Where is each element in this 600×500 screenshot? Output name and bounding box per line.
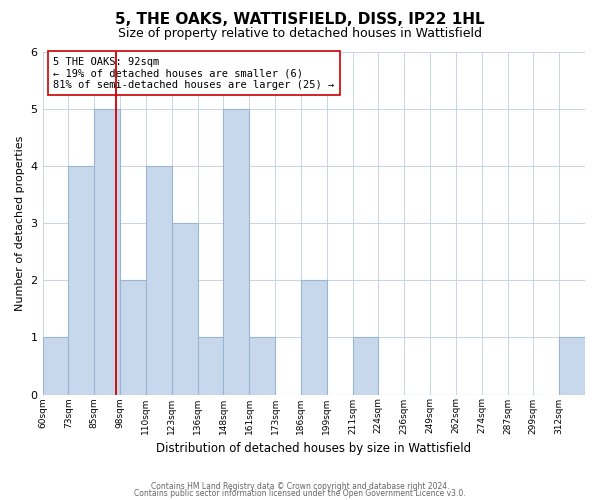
- Bar: [94, 108, 120, 395]
- Bar: [68, 166, 94, 394]
- Text: Contains HM Land Registry data © Crown copyright and database right 2024.: Contains HM Land Registry data © Crown c…: [151, 482, 449, 491]
- Bar: [301, 280, 326, 394]
- Text: Size of property relative to detached houses in Wattisfield: Size of property relative to detached ho…: [118, 28, 482, 40]
- Bar: [146, 166, 172, 394]
- Bar: [223, 108, 249, 395]
- Text: Contains public sector information licensed under the Open Government Licence v3: Contains public sector information licen…: [134, 489, 466, 498]
- Bar: [120, 280, 146, 394]
- Text: 5 THE OAKS: 92sqm
← 19% of detached houses are smaller (6)
81% of semi-detached : 5 THE OAKS: 92sqm ← 19% of detached hous…: [53, 56, 335, 90]
- Bar: [353, 338, 379, 394]
- Bar: [43, 338, 68, 394]
- Bar: [559, 338, 585, 394]
- Text: 5, THE OAKS, WATTISFIELD, DISS, IP22 1HL: 5, THE OAKS, WATTISFIELD, DISS, IP22 1HL: [115, 12, 485, 28]
- Bar: [197, 338, 223, 394]
- Y-axis label: Number of detached properties: Number of detached properties: [15, 136, 25, 310]
- Bar: [249, 338, 275, 394]
- Bar: [172, 223, 197, 394]
- X-axis label: Distribution of detached houses by size in Wattisfield: Distribution of detached houses by size …: [156, 442, 472, 455]
